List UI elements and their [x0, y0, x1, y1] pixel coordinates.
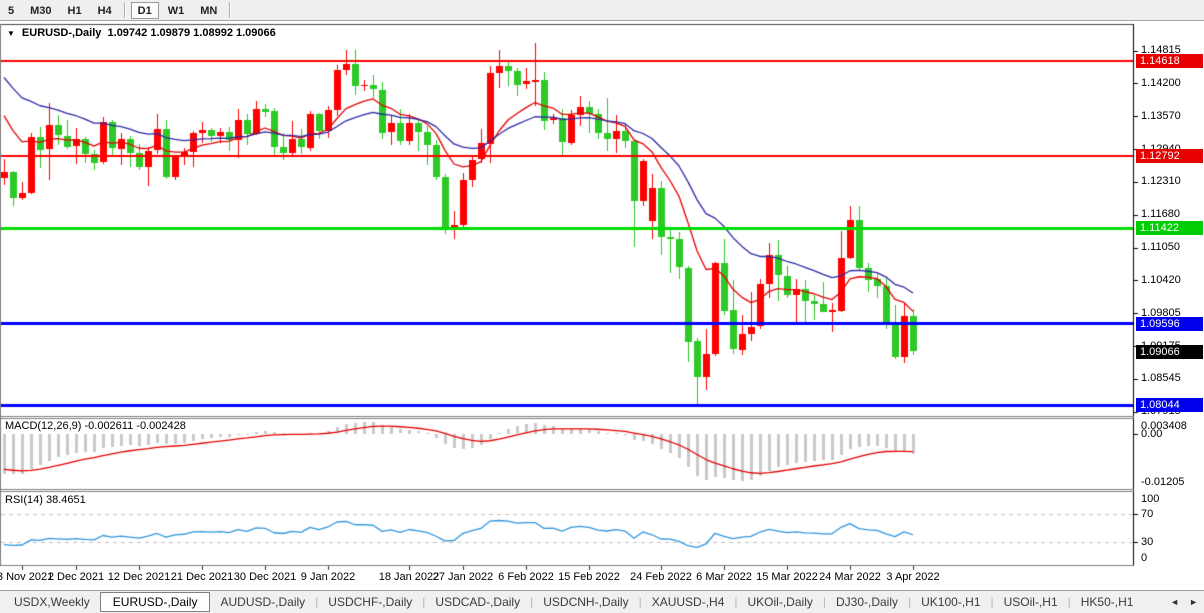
indicator-scale-label: 0.003408 [1141, 420, 1187, 432]
period-toolbar: 5 M30 H1 H4 D1 W1 MN [0, 0, 1204, 21]
period-button-w1[interactable]: W1 [167, 4, 185, 17]
date-label: 24 Mar 2022 [819, 571, 881, 583]
tab-eurusd-daily[interactable]: EURUSD-,Daily [99, 591, 211, 612]
price-tick-label: 1.08545 [1141, 372, 1181, 385]
tab-scroll-right-icon[interactable]: ► [1189, 597, 1198, 607]
chart-symbol-title: ▼ EURUSD-,Daily 1.09742 1.09879 1.08992 1… [7, 27, 276, 39]
period-button-h1[interactable]: H1 [67, 4, 82, 17]
symbol-marker-icon: ▼ [7, 29, 15, 38]
tab-ukoil-daily[interactable]: UKOil-,Daily [747, 595, 813, 609]
macd-indicator-label: MACD(12,26,9) -0.002611 -0.002428 [5, 420, 186, 432]
date-label: 6 Mar 2022 [696, 571, 752, 583]
price-tick-label: 1.10420 [1141, 273, 1181, 286]
tab-usdx-weekly[interactable]: USDX,Weekly [14, 595, 90, 609]
chart-tab-bar: USDX,Weekly EURUSD-,Daily AUDUSD-,Daily | US… [0, 590, 1204, 613]
rsi-name: RSI(14) [5, 494, 43, 506]
date-label: 12 Dec 2021 [107, 571, 171, 583]
date-label: 27 Jan 2022 [432, 571, 494, 583]
tab-uk100-h1[interactable]: UK100-,H1 [921, 595, 981, 609]
ohlc-open: 1.09742 [107, 27, 148, 39]
toolbar-separator [123, 2, 126, 18]
date-label: 15 Feb 2022 [558, 571, 620, 583]
ohlc-low: 1.08992 [193, 27, 233, 39]
price-badge-1.08044: 1.08044 [1136, 398, 1203, 413]
price-tick-label: 1.14815 [1141, 44, 1181, 56]
date-label: 18 Jan 2022 [378, 571, 440, 583]
tab-dj30-daily[interactable]: DJ30-,Daily [835, 595, 898, 609]
date-label: 2 Dec 2021 [47, 571, 105, 583]
tab-separator: | [990, 595, 994, 609]
chart-window: ▼ EURUSD-,Daily 1.09742 1.09879 1.08992 1… [0, 21, 1204, 590]
price-badge-1.09596: 1.09596 [1136, 316, 1203, 331]
tab-separator: | [422, 595, 426, 609]
tab-scroll-buttons: ◄ ► [1170, 597, 1198, 607]
price-tick-label: 1.13570 [1141, 109, 1181, 122]
price-badge-1.12792: 1.12792 [1136, 149, 1203, 164]
period-button-5[interactable]: 5 [8, 4, 15, 17]
indicator-scale-label: 30 [1141, 536, 1154, 548]
date-label: 21 Dec 2021 [170, 571, 234, 583]
indicator-scale-label: 0 [1141, 552, 1148, 564]
chart-tabs: USDX,Weekly EURUSD-,Daily AUDUSD-,Daily | US… [4, 591, 1143, 612]
ohlc-high: 1.09879 [150, 27, 191, 39]
period-button-m30[interactable]: M30 [30, 4, 52, 17]
price-badge-1.09066: 1.09066 [1136, 344, 1203, 359]
date-label: 6 Feb 2022 [498, 571, 554, 583]
macd-main-value: -0.002611 [84, 420, 134, 432]
indicator-scale-label: 0.00 [1141, 427, 1163, 440]
tab-separator: | [908, 595, 912, 609]
rsi-indicator-label: RSI(14) 38.4651 [5, 494, 86, 506]
price-badge-1.14618: 1.14618 [1136, 53, 1203, 68]
tab-separator: | [315, 595, 319, 609]
toolbar-separator [229, 2, 232, 18]
price-tick-label: 1.12310 [1141, 175, 1181, 188]
tab-usdcad-daily[interactable]: USDCAD-,Daily [435, 595, 521, 609]
tab-separator: | [734, 595, 738, 609]
tab-audusd-daily[interactable]: AUDUSD-,Daily [220, 595, 306, 609]
tab-separator: | [822, 595, 826, 609]
indicator-scale-label: 100 [1141, 493, 1160, 505]
tab-usdcnh-daily[interactable]: USDCNH-,Daily [543, 595, 629, 609]
tab-usdchf-daily[interactable]: USDCHF-,Daily [328, 595, 413, 609]
symbol-name: EURUSD-,Daily [21, 27, 102, 39]
tab-separator: | [530, 595, 534, 609]
period-button-d1[interactable]: D1 [130, 1, 159, 19]
date-label: 30 Dec 2021 [233, 571, 297, 583]
indicator-scale-label: 70 [1141, 508, 1154, 520]
price-tick-label: 1.11050 [1141, 241, 1180, 254]
macd-name: MACD(12,26,9) [5, 420, 82, 432]
price-tick-label: 1.09805 [1141, 306, 1181, 319]
date-label: 9 Jan 2022 [300, 571, 356, 583]
price-tick-label: 1.11680 [1141, 208, 1180, 221]
date-label: 15 Mar 2022 [756, 571, 818, 583]
macd-signal-value: -0.002428 [136, 420, 186, 432]
price-scale[interactable]: 1.148151.142001.135701.129401.123101.116… [1134, 24, 1204, 569]
tab-separator: | [638, 595, 642, 609]
tab-hk50-h1[interactable]: HK50-,H1 [1080, 595, 1134, 609]
tab-usoil-h1[interactable]: USOil-,H1 [1003, 595, 1058, 609]
date-label: 3 Apr 2022 [886, 571, 940, 583]
rsi-value: 38.4651 [45, 494, 86, 506]
date-label: 24 Feb 2022 [630, 571, 692, 583]
period-button-h4[interactable]: H4 [97, 4, 112, 17]
price-badge-1.11422: 1.11422 [1136, 221, 1203, 236]
indicator-scale-label: -0.01205 [1141, 476, 1185, 488]
chart-canvas[interactable] [0, 21, 1204, 590]
price-tick-label: 1.14200 [1141, 76, 1181, 89]
tab-xauusd-h4[interactable]: XAUUSD-,H4 [651, 595, 725, 609]
tab-scroll-left-icon[interactable]: ◄ [1170, 597, 1180, 607]
date-label: 23 Nov 2021 [0, 571, 54, 583]
ohlc-close: 1.09066 [236, 27, 276, 39]
tab-separator: | [1067, 595, 1071, 609]
period-button-mn[interactable]: MN [200, 4, 218, 17]
